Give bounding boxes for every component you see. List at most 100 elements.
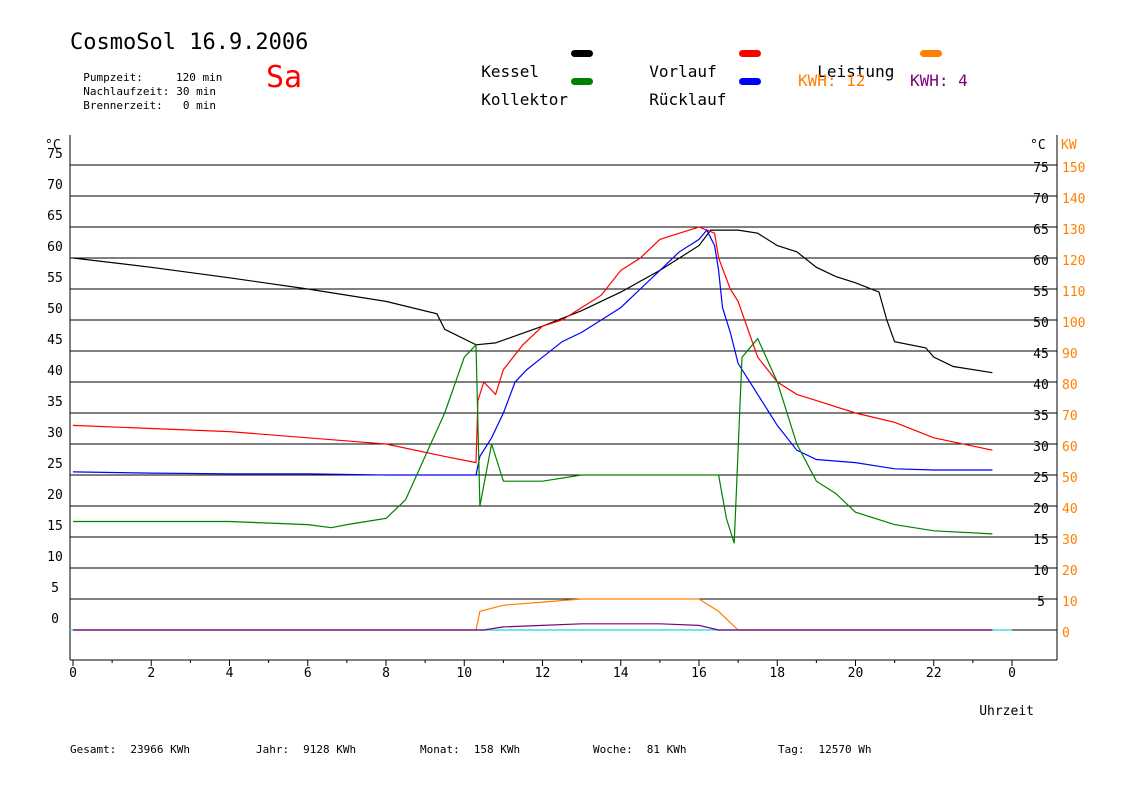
y-tick-label-left: 60: [47, 240, 63, 255]
y-tick-label-right: 25: [1033, 471, 1049, 486]
y-tick-label-left: 50: [47, 302, 63, 317]
y-tick-label-right: 40: [1033, 378, 1049, 393]
y-tick-label-left: 45: [47, 333, 63, 348]
y-tick-label-right: 45: [1033, 347, 1049, 362]
legend-label: Leistung: [817, 62, 895, 81]
y-tick-label-right: 30: [1033, 440, 1049, 455]
param-label: Pumpzeit:: [83, 71, 143, 84]
series-line: [73, 623, 993, 631]
y-tick-label-left: 35: [47, 395, 63, 410]
y-tick-label-left: 70: [47, 178, 63, 193]
y-tick-label-left: 5: [51, 581, 59, 596]
footer-value: 23966 KWh: [130, 743, 190, 756]
chart-title: CosmoSol 16.9.2006: [70, 30, 309, 55]
y-tick-label-left: 40: [47, 364, 63, 379]
footer-value: 12570 Wh: [818, 743, 872, 756]
legend-ruecklauf: Rücklauf: [630, 71, 726, 109]
y-tick-label-left: 55: [47, 271, 63, 286]
legend-swatch-ruecklauf: [739, 78, 761, 85]
x-tick-label: 16: [691, 666, 707, 681]
legend-swatch-vorlauf: [739, 50, 761, 57]
x-tick-label: 8: [382, 666, 390, 681]
y-tick-label-power: 120: [1062, 254, 1085, 269]
footer-jahr: Jahr: 9128 KWh: [256, 743, 356, 756]
x-tick-label: 10: [456, 666, 472, 681]
y-tick-label-right: 70: [1033, 192, 1049, 207]
y-tick-label-left: 30: [47, 426, 63, 441]
y-tick-label-power: 40: [1062, 502, 1078, 517]
y-tick-label-left: 20: [47, 488, 63, 503]
x-tick-label: 0: [1008, 666, 1016, 681]
y-tick-label-right: 35: [1033, 409, 1049, 424]
footer-value: 81 KWh: [646, 743, 687, 756]
series-line: [73, 337, 993, 544]
footer-tag: Tag: 12570 Wh: [778, 743, 871, 756]
footer-monat: Monat: 158 KWh: [420, 743, 520, 756]
kwh-secondary-total: KWH: 4: [910, 71, 968, 90]
y-axis-unit-right-power: KW: [1061, 138, 1077, 153]
legend-swatch-leistung: [920, 50, 942, 57]
y-tick-label-left: 65: [47, 209, 63, 224]
x-tick-label: 4: [226, 666, 234, 681]
y-tick-label-right: 65: [1033, 223, 1049, 238]
y-tick-label-right: 60: [1033, 254, 1049, 269]
y-tick-label-power: 30: [1062, 533, 1078, 548]
footer-value: 9128 KWh: [303, 743, 357, 756]
footer-value: 158 KWh: [473, 743, 521, 756]
weekday-label: Sa: [266, 60, 303, 95]
legend-swatch-kessel: [571, 50, 593, 57]
x-tick-label: 20: [848, 666, 864, 681]
y-tick-label-power: 110: [1062, 285, 1085, 300]
y-tick-label-power: 140: [1062, 192, 1085, 207]
legend-label: Kollektor: [481, 90, 568, 109]
x-tick-label: 12: [535, 666, 551, 681]
y-tick-label-power: 0: [1062, 626, 1070, 641]
series-line: [73, 598, 993, 631]
legend-label: Rücklauf: [649, 90, 727, 109]
y-tick-label-right: 50: [1033, 316, 1049, 331]
y-tick-label-left: 25: [47, 457, 63, 472]
y-tick-label-left: 15: [47, 519, 63, 534]
footer-woche: Woche: 81 KWh: [593, 743, 687, 756]
y-tick-label-power: 60: [1062, 440, 1078, 455]
legend-leistung: Leistung: [798, 43, 894, 81]
y-tick-label-right: 75: [1033, 161, 1049, 176]
y-tick-label-left: 10: [47, 550, 63, 565]
legend-label: Kessel: [481, 62, 540, 81]
y-tick-label-right: 55: [1033, 285, 1049, 300]
y-tick-label-power: 90: [1062, 347, 1078, 362]
y-tick-label-power: 80: [1062, 378, 1078, 393]
y-tick-label-power: 130: [1062, 223, 1085, 238]
x-tick-label: 22: [926, 666, 942, 681]
series-line: [72, 226, 993, 464]
param-label: Brennerzeit:: [83, 99, 163, 112]
legend-vorlauf: Vorlauf: [630, 43, 717, 81]
footer-label: Woche:: [593, 743, 633, 756]
y-tick-label-power: 150: [1062, 161, 1085, 176]
footer-gesamt: Gesamt: 23966 KWh: [70, 743, 190, 756]
param-brennerzeit: Brennerzeit: 0 min: [70, 86, 216, 112]
footer-label: Jahr:: [256, 743, 290, 756]
footer-label: Gesamt:: [70, 743, 117, 756]
param-label: Nachlaufzeit:: [83, 85, 170, 98]
param-value: 0 min: [182, 99, 216, 112]
legend-kessel: Kessel: [462, 43, 539, 81]
y-tick-label-power: 70: [1062, 409, 1078, 424]
y-tick-label-power: 50: [1062, 471, 1078, 486]
series-line: [72, 229, 993, 374]
legend-label: Vorlauf: [649, 62, 717, 81]
y-tick-label-right: 20: [1033, 502, 1049, 517]
footer-label: Monat:: [420, 743, 460, 756]
x-tick-label: 0: [69, 666, 77, 681]
param-value: 30 min: [176, 85, 216, 98]
y-tick-label-left: 0: [51, 612, 59, 627]
legend-swatch-kollektor: [571, 78, 593, 85]
y-tick-label-power: 10: [1062, 595, 1078, 610]
param-nachlaufzeit: Nachlaufzeit: 30 min: [70, 72, 216, 98]
x-tick-label: 6: [304, 666, 312, 681]
y-axis-unit-left: °C: [45, 138, 61, 153]
y-tick-label-right: 15: [1033, 533, 1049, 548]
y-tick-label-left: 75: [47, 147, 63, 162]
footer-label: Tag:: [778, 743, 805, 756]
